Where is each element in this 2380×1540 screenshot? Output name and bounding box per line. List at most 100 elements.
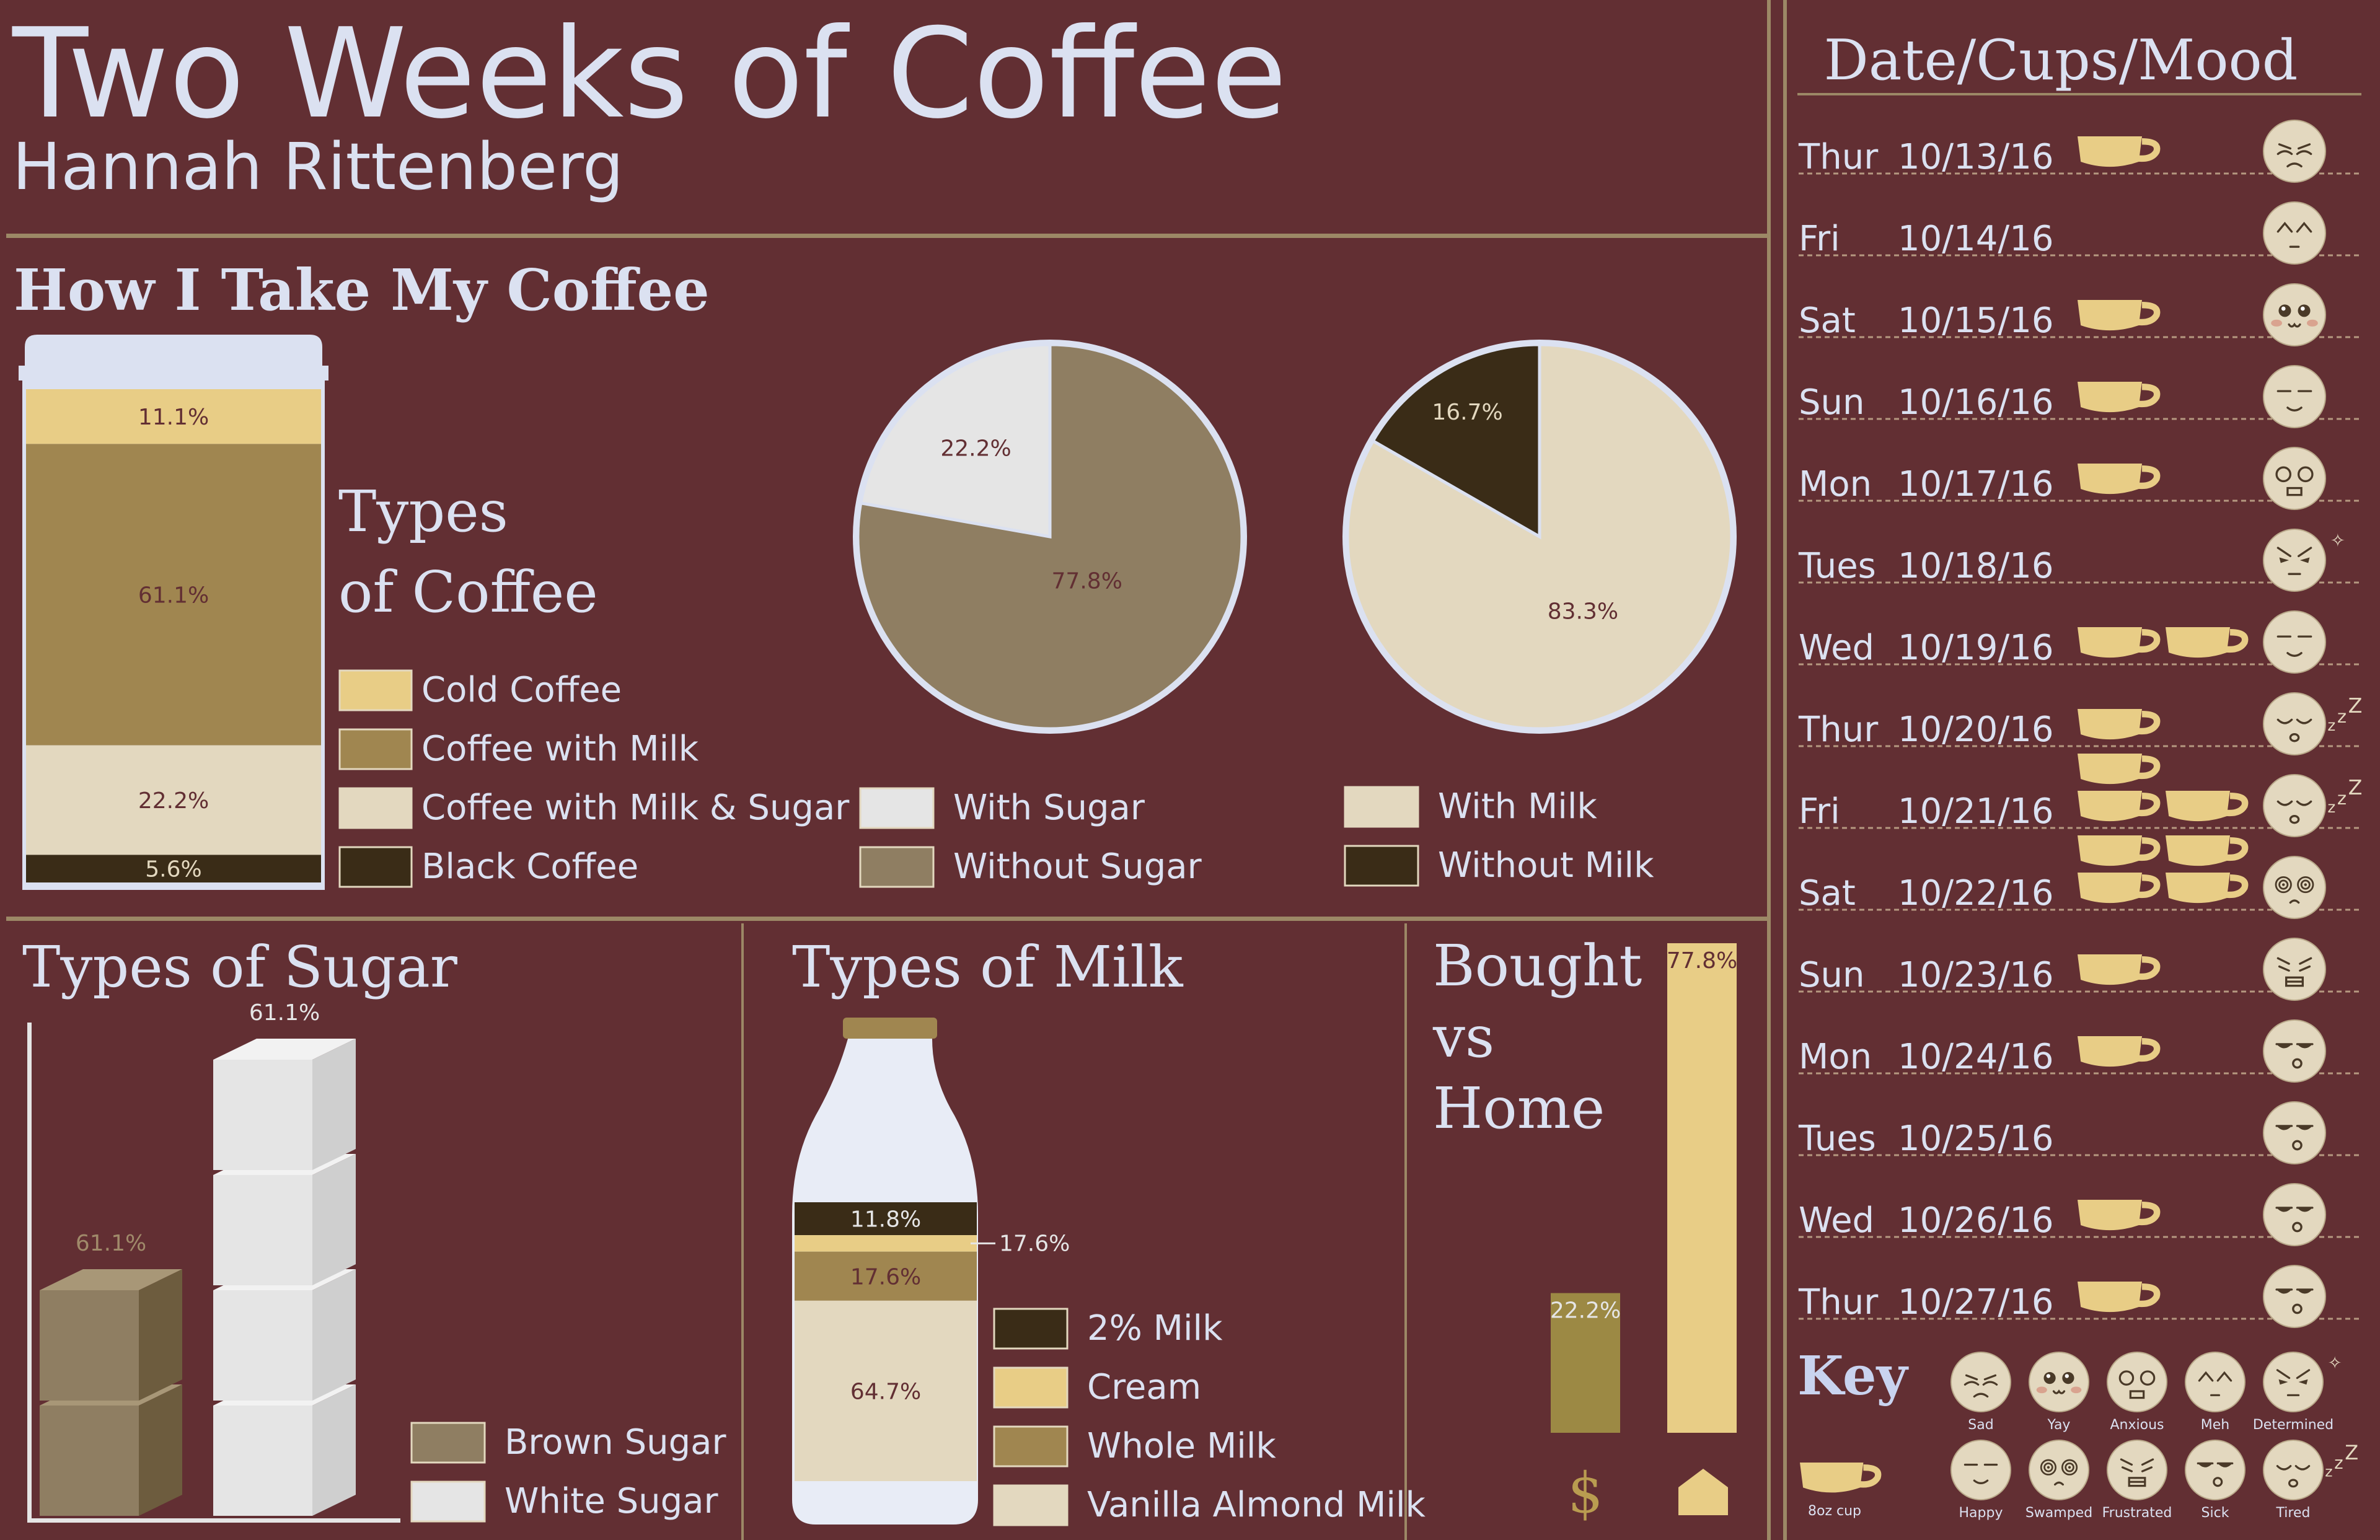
log-row: Sat 10/22/16: [1799, 835, 2361, 919]
coffee-legend-swatch-black-coffee: [338, 846, 413, 888]
coffee-cup-icon: [2078, 709, 2161, 740]
log-row: Wed 10/26/16: [1799, 1183, 2361, 1246]
milk-label-with-milk: 83.3%: [1548, 599, 1618, 625]
sugar-type-legend-swatch-brown-sugar: [410, 1422, 486, 1464]
bought-bar-home: [1667, 943, 1737, 1433]
sugar-label-without-sugar: 77.8%: [1052, 568, 1122, 594]
divider-right-column-inner: [1783, 0, 1787, 1540]
log-date: 10/14/16: [1898, 219, 2054, 259]
divider-right-column: [1767, 0, 1771, 1540]
log-date: 10/15/16: [1898, 301, 2054, 341]
coffee-label-cold-coffee: 11.1%: [138, 405, 209, 430]
log-day: Thur: [1798, 710, 1879, 750]
sugar-pie-legend: With Sugar Without Sugar: [859, 787, 1202, 888]
milk-segment-2-milk: [795, 1202, 977, 1236]
coffee-legend-label-coffee-with-milk: Coffee with Milk: [421, 729, 699, 769]
face-anxious-icon: [2263, 447, 2326, 510]
bought-heading-line3: Home: [1433, 1075, 1605, 1142]
face-frustrated-icon: [2263, 938, 2326, 1001]
log-date: 10/20/16: [1898, 710, 2054, 750]
face-sick-icon: [2263, 1183, 2326, 1246]
coffee-legend-label-cold-coffee: Cold Coffee: [421, 670, 622, 710]
sugar-x-axis: [27, 1518, 400, 1523]
coffee-cup-icon: [2078, 791, 2161, 822]
divider-header: [6, 234, 1768, 238]
log-day: Sun: [1799, 382, 1865, 423]
key-label-meh: Meh: [2201, 1417, 2229, 1433]
log-date: 10/19/16: [1898, 628, 2054, 668]
sugar-cube-white-sugar: [213, 1154, 356, 1285]
log-row: Tues 10/18/16 ✧: [1798, 529, 2361, 592]
log-rows: Thur 10/13/16 Fri 10/14/16 Sat 10/15/16 Sun 10/…: [1798, 120, 2363, 1328]
key-label-determined: Determined: [2253, 1417, 2334, 1433]
bought-heading-line1: Bought: [1433, 933, 1642, 999]
milk-type-legend-label-cream: Cream: [1087, 1367, 1201, 1407]
sugar-type-legend-swatch-white-sugar: [410, 1481, 486, 1523]
log-date: 10/27/16: [1898, 1282, 2054, 1322]
coffee-cup-icon: [2166, 627, 2249, 658]
milk-label-vanilla-almond-milk: 64.7%: [850, 1379, 921, 1404]
face-sick-icon: [2263, 1101, 2326, 1164]
bought-bar-bought: [1551, 1293, 1620, 1433]
sugar-cube-white-sugar: [213, 1384, 356, 1516]
sugar-pie-legend-label-without-sugar: Without Sugar: [953, 847, 1202, 887]
sugar-types-legend: Brown Sugar White Sugar: [410, 1422, 726, 1523]
log-day: Fri: [1799, 219, 1840, 259]
divider-sugar-milk: [741, 923, 744, 1540]
face-happy-icon: [2263, 610, 2326, 674]
svg-text:z: z: [2337, 788, 2347, 809]
sugar-slice-without-sugar: [856, 343, 1244, 731]
svg-text:Z: Z: [2348, 693, 2363, 718]
milk-pie-legend-swatch-with-milk: [1344, 786, 1419, 828]
milk-type-legend-swatch-cream: [993, 1366, 1069, 1409]
milk-label-without-milk: 16.7%: [1432, 400, 1502, 425]
log-day: Mon: [1799, 464, 1872, 504]
log-row: Thur 10/27/16: [1798, 1265, 2361, 1328]
log-day: Thur: [1798, 137, 1879, 177]
coffee-cup-icon: [2078, 136, 2161, 167]
milk-types-legend: 2% Milk Cream Whole Milk Vanilla Almond Mil…: [993, 1308, 1426, 1526]
svg-text:✧: ✧: [2330, 530, 2345, 551]
log-date: 10/18/16: [1898, 546, 2054, 586]
coffee-cup-icon: [2078, 300, 2161, 331]
face-sick-icon: [2263, 1019, 2326, 1083]
key-cup-label: 8oz cup: [1808, 1503, 1861, 1519]
face-yay-icon: [2029, 1352, 2089, 1412]
log-day: Fri: [1799, 791, 1840, 832]
coffee-legend-swatch-coffee-with-milk: [338, 728, 413, 770]
coffee-legend-label-coffee-with-milk-sugar: Coffee with Milk & Sugar: [421, 788, 850, 828]
sugar-slice-with-sugar: [858, 343, 1052, 539]
key-heading: Key: [1797, 1345, 1910, 1407]
log-date: 10/13/16: [1898, 137, 2054, 177]
log-date: 10/25/16: [1898, 1119, 2054, 1159]
log-row: Mon 10/24/16: [1799, 1019, 2361, 1083]
face-sad-icon: [1950, 1352, 2011, 1412]
log-date: 10/16/16: [1898, 382, 2054, 423]
coffee-cup-icon: [2078, 754, 2161, 785]
face-happy-icon: [2263, 365, 2326, 428]
coffee-cup-icon: [2078, 1282, 2161, 1313]
types-of-coffee-title-line2: of Coffee: [338, 559, 598, 625]
coffee-cup-icon: [1800, 1463, 1882, 1493]
sugar-heading: Types of Sugar: [22, 934, 457, 1000]
sugar-cube-white-sugar: [213, 1039, 356, 1170]
author-name: Hannah Rittenberg: [12, 129, 624, 205]
sugar-y-axis: [27, 1023, 32, 1523]
sugar-cube-white-sugar: [213, 1269, 356, 1401]
log-row: Tues 10/25/16: [1798, 1101, 2361, 1164]
coffee-cup-icon: [2078, 627, 2161, 658]
log-row: Mon 10/17/16: [1799, 447, 2361, 510]
log-row: Wed 10/19/16: [1799, 610, 2361, 674]
log-row: Thur 10/20/16 z z Z: [1798, 692, 2363, 755]
coffee-cup-icon: [2078, 1200, 2161, 1231]
coffee-cup-icon: [2166, 835, 2249, 866]
log-day: Mon: [1799, 1037, 1872, 1077]
coffee-segment-coffee-with-milk: [26, 444, 321, 746]
coffee-cup-icon: [2166, 791, 2249, 822]
coffee-cup-icon: [2078, 1036, 2161, 1067]
milk-stack: 11.8% 17.6% 17.6% 64.7%: [795, 1202, 1070, 1481]
sugar-label-with-sugar: 22.2%: [940, 436, 1011, 461]
log-day: Wed: [1799, 1200, 1874, 1241]
